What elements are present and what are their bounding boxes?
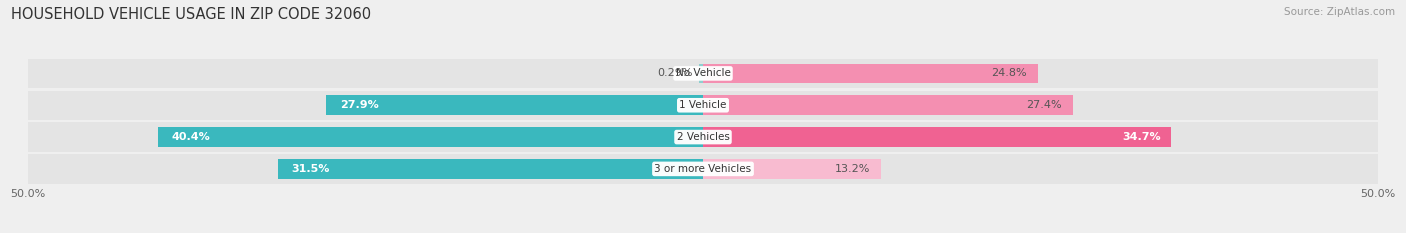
Text: 1 Vehicle: 1 Vehicle (679, 100, 727, 110)
Bar (703, 64, 1038, 83)
Text: No Vehicle: No Vehicle (675, 69, 731, 79)
Text: 27.9%: 27.9% (340, 100, 378, 110)
Bar (28, 59, 1378, 88)
Text: HOUSEHOLD VEHICLE USAGE IN ZIP CODE 32060: HOUSEHOLD VEHICLE USAGE IN ZIP CODE 3206… (11, 7, 371, 22)
Text: 40.4%: 40.4% (172, 132, 209, 142)
Bar (278, 159, 703, 179)
Bar (703, 95, 1073, 115)
Text: 0.29%: 0.29% (657, 69, 692, 79)
Text: 2 Vehicles: 2 Vehicles (676, 132, 730, 142)
Bar (699, 64, 703, 83)
Bar (326, 95, 703, 115)
Text: 13.2%: 13.2% (835, 164, 870, 174)
Bar (28, 91, 1378, 120)
Text: 34.7%: 34.7% (1122, 132, 1160, 142)
Text: 24.8%: 24.8% (991, 69, 1026, 79)
Text: 27.4%: 27.4% (1026, 100, 1062, 110)
Text: 31.5%: 31.5% (291, 164, 329, 174)
Text: 3 or more Vehicles: 3 or more Vehicles (654, 164, 752, 174)
Text: Source: ZipAtlas.com: Source: ZipAtlas.com (1284, 7, 1395, 17)
Bar (703, 127, 1171, 147)
Legend: Owner-occupied, Renter-occupied: Owner-occupied, Renter-occupied (585, 230, 821, 233)
Bar (28, 154, 1378, 184)
Bar (703, 159, 882, 179)
Bar (157, 127, 703, 147)
Bar (28, 122, 1378, 152)
